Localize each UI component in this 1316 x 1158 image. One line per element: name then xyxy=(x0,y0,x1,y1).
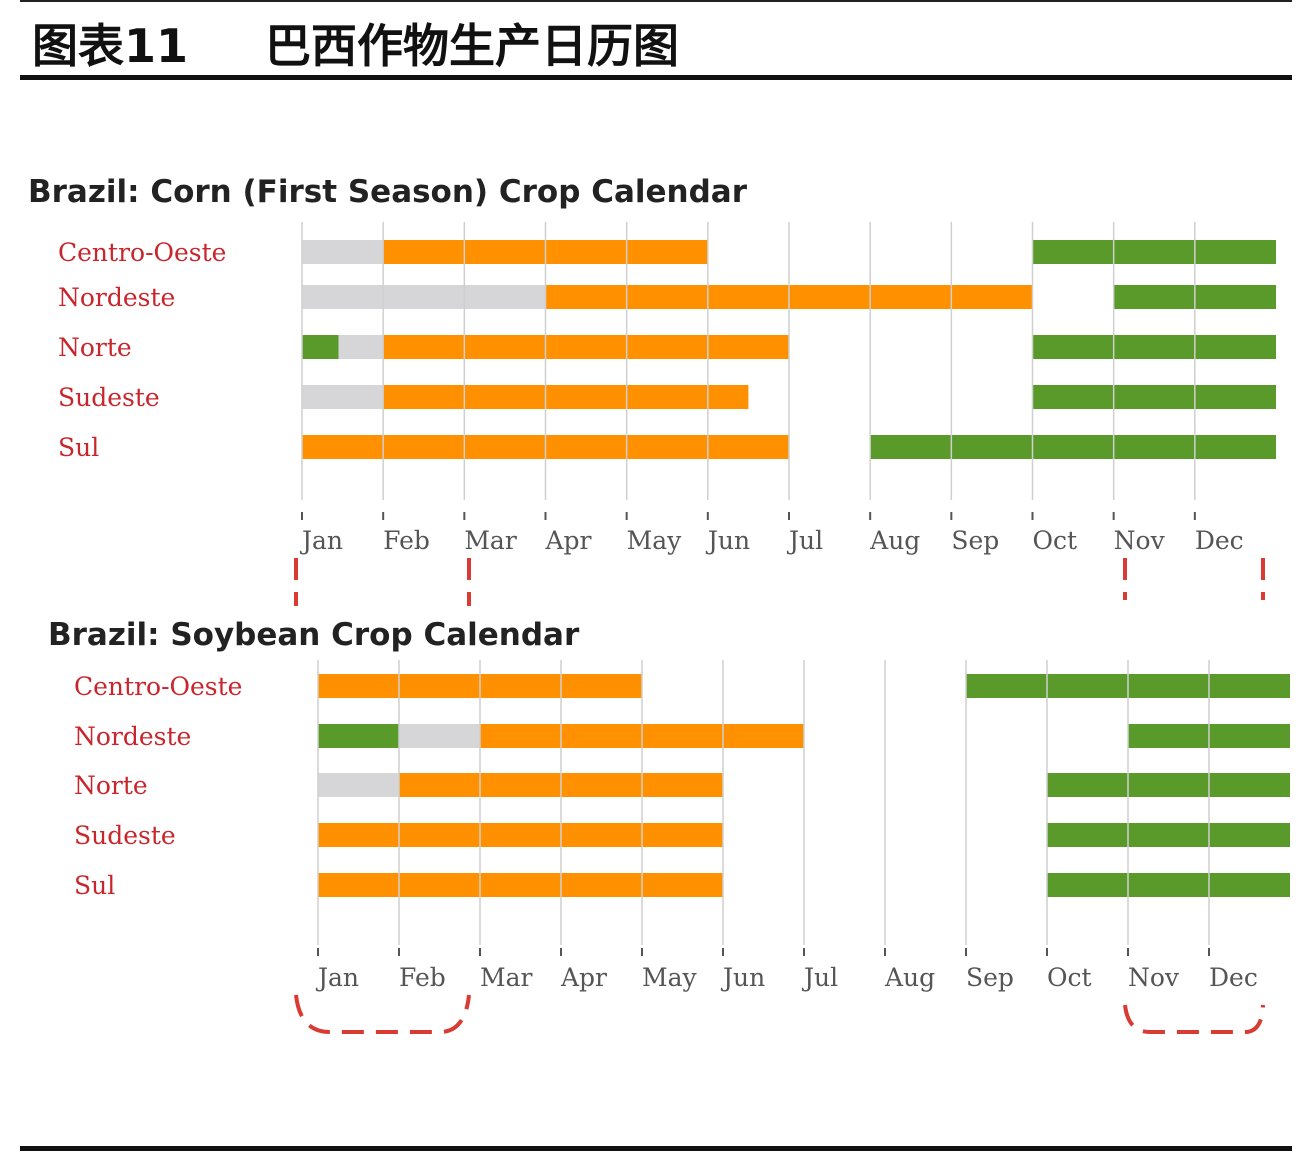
row-label: Nordeste xyxy=(74,722,191,751)
x-tick-label: Dec xyxy=(1195,526,1244,555)
x-tick-label: Sep xyxy=(966,963,1014,992)
bar-segment xyxy=(1032,335,1276,359)
bar-segment xyxy=(399,724,480,748)
bar-segment xyxy=(338,335,384,359)
x-tick-label: Nov xyxy=(1128,963,1180,992)
x-tick-label: May xyxy=(627,526,683,555)
x-tick-label: Jun xyxy=(720,963,765,992)
bar-segment xyxy=(383,335,789,359)
x-tick-label: Jan xyxy=(299,526,343,555)
bar-segment xyxy=(1047,823,1290,847)
bar-segment xyxy=(302,385,384,409)
row-label: Sul xyxy=(58,433,99,462)
row-label: Norte xyxy=(74,771,148,800)
highlight xyxy=(294,994,471,1034)
x-tick-label: Nov xyxy=(1114,526,1166,555)
chart-title: Brazil: Soybean Crop Calendar xyxy=(48,617,580,653)
row-label: Sul xyxy=(74,871,115,900)
highlight xyxy=(1123,1004,1265,1034)
bar-segment xyxy=(318,823,723,847)
bar-segment xyxy=(383,385,749,409)
row-label: Sudeste xyxy=(58,383,160,412)
x-tick-label: Apr xyxy=(545,526,592,555)
x-tick-label: Oct xyxy=(1033,526,1078,555)
chart-title: Brazil: Corn (First Season) Crop Calenda… xyxy=(28,174,748,210)
x-tick-label: Feb xyxy=(399,963,446,992)
x-tick-label: May xyxy=(642,963,698,992)
x-tick-label: Aug xyxy=(869,526,920,555)
bar-segment xyxy=(1047,873,1290,897)
figure-label: 图表11 xyxy=(32,19,188,73)
bar-segment xyxy=(318,773,399,797)
highlight xyxy=(1123,558,1265,600)
row-label: Nordeste xyxy=(58,283,175,312)
x-tick-label: Jan xyxy=(315,963,359,992)
row-label: Centro-Oeste xyxy=(58,238,226,267)
row-label: Sudeste xyxy=(74,821,176,850)
x-tick-label: Aug xyxy=(884,963,935,992)
bar-segment xyxy=(302,335,339,359)
x-tick-label: Jun xyxy=(705,526,750,555)
x-tick-label: Mar xyxy=(464,526,517,555)
row-label: Centro-Oeste xyxy=(74,672,242,701)
x-tick-label: Mar xyxy=(480,963,533,992)
bar-segment xyxy=(302,285,546,309)
top-rule xyxy=(20,0,1292,2)
x-tick-label: Feb xyxy=(383,526,430,555)
bar-segment xyxy=(318,724,399,748)
bar-segment xyxy=(1032,385,1276,409)
header-rule xyxy=(20,75,1292,80)
figure-title: 巴西作物生产日历图 xyxy=(265,19,679,73)
highlight-boxes xyxy=(294,558,1265,1034)
x-tick-label: Sep xyxy=(951,526,999,555)
highlight xyxy=(294,558,471,606)
footer-rule xyxy=(20,1146,1292,1151)
x-tick-label: Jul xyxy=(801,963,838,992)
x-tick-label: Apr xyxy=(560,963,607,992)
x-tick-label: Dec xyxy=(1209,963,1258,992)
bar-segment xyxy=(1032,240,1276,264)
bar-segment xyxy=(870,435,1276,459)
bar-segment xyxy=(318,873,723,897)
bar-segment xyxy=(302,240,384,264)
x-tick-label: Oct xyxy=(1047,963,1092,992)
bar-segment xyxy=(1047,773,1290,797)
row-label: Norte xyxy=(58,333,132,362)
x-tick-label: Jul xyxy=(786,526,823,555)
